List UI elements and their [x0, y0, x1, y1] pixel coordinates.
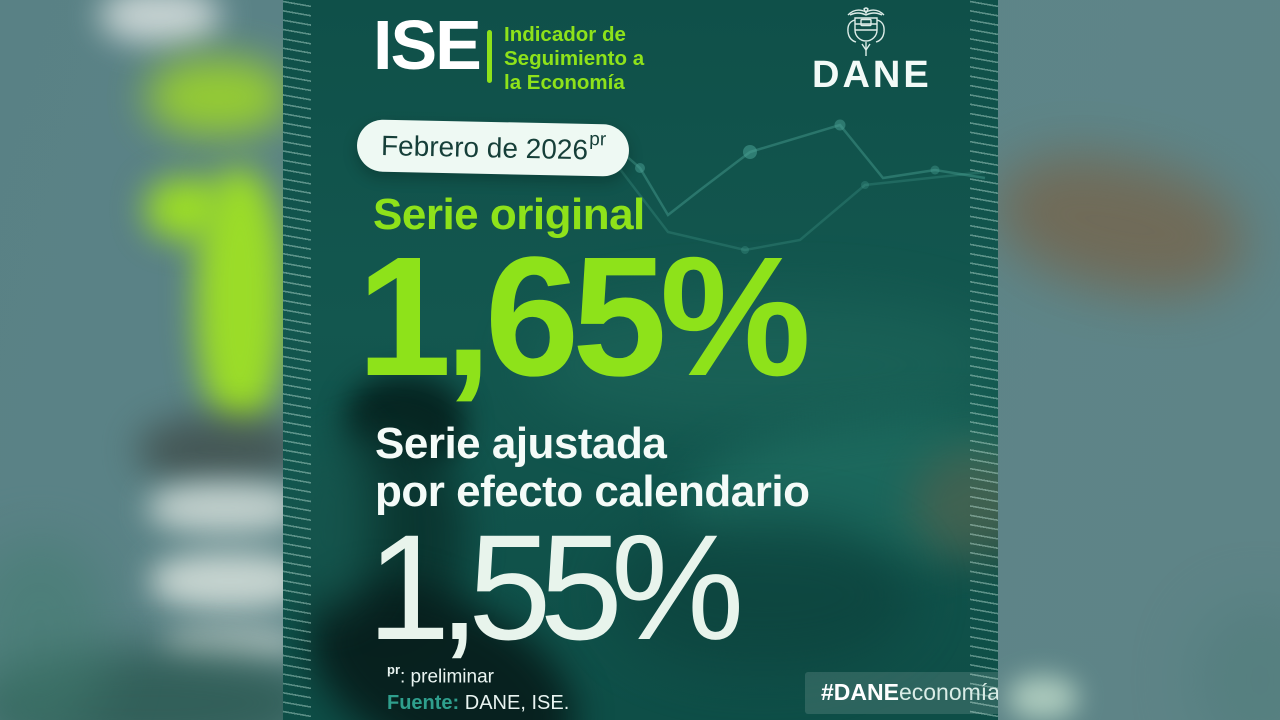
hand-photo-silhouette	[283, 0, 998, 720]
hashtag-bold-part: #DANE	[821, 679, 899, 705]
logo-divider	[487, 30, 492, 83]
source-label: Fuente:	[387, 691, 460, 714]
blur-corner-shadow	[1190, 600, 1280, 720]
hand-top-highlight	[533, 300, 998, 430]
hashtag-regular-part: economía	[898, 679, 998, 705]
subtitle-line-2: Seguimiento a	[504, 46, 645, 70]
palm-shadow	[613, 520, 913, 670]
period-pill: Febrero de 2026pr	[356, 119, 630, 178]
footnotes: pr: preliminar Fuente: DANE, ISE.	[387, 662, 569, 715]
blur-hand-brown	[984, 135, 1256, 315]
serie-original-label: Serie original	[373, 190, 645, 239]
period-text: Febrero de 2026	[380, 129, 589, 166]
dane-wordmark: DANE	[812, 54, 932, 96]
arm-highlight	[283, 430, 373, 610]
hashtag-badge: #DANEeconomía	[805, 672, 998, 714]
preliminary-text: : preliminar	[400, 666, 494, 688]
ise-logo-subtitle: Indicador de Seguimiento a la Economía	[504, 23, 644, 95]
hatch-border-right	[970, 0, 998, 720]
serie-ajustada-value: 1,55%	[367, 503, 744, 671]
blur-dark-watch	[138, 416, 303, 484]
source-value: DANE, ISE.	[459, 691, 570, 714]
trend-line-decoration	[607, 119, 986, 254]
ise-card: ISE Indicador de Seguimiento a la Econom…	[283, 0, 998, 720]
serie-ajustada-label-line-1: Serie ajustada	[375, 419, 667, 468]
period-superscript: pr	[589, 129, 607, 151]
subtitle-line-3: la Economía	[504, 70, 625, 94]
dane-coat-of-arms-icon	[847, 7, 885, 56]
blur-left-green-tint	[0, 540, 110, 720]
source-note: Fuente: DANE, ISE.	[387, 691, 569, 715]
serie-original-value: 1,65%	[357, 222, 811, 412]
blur-number-one-stem	[196, 168, 284, 428]
preliminary-superscript: pr	[387, 662, 400, 677]
subtitle-line-1: Indicador de	[504, 23, 626, 46]
serie-ajustada-label: Serie ajustada por efecto calendario	[375, 420, 810, 515]
fingertips-warm-tint	[913, 450, 998, 560]
serie-ajustada-label-line-2: por efecto calendario	[375, 466, 810, 516]
ise-logo-acronym: ISE	[373, 6, 482, 84]
hatch-border-left	[283, 0, 311, 720]
blur-white-stripe-1	[148, 482, 303, 534]
blur-ise-reflection	[100, 0, 220, 43]
preliminary-note: pr: preliminar	[387, 662, 569, 689]
blur-mint-bottom	[1008, 676, 1078, 720]
blur-green-title	[148, 58, 288, 136]
